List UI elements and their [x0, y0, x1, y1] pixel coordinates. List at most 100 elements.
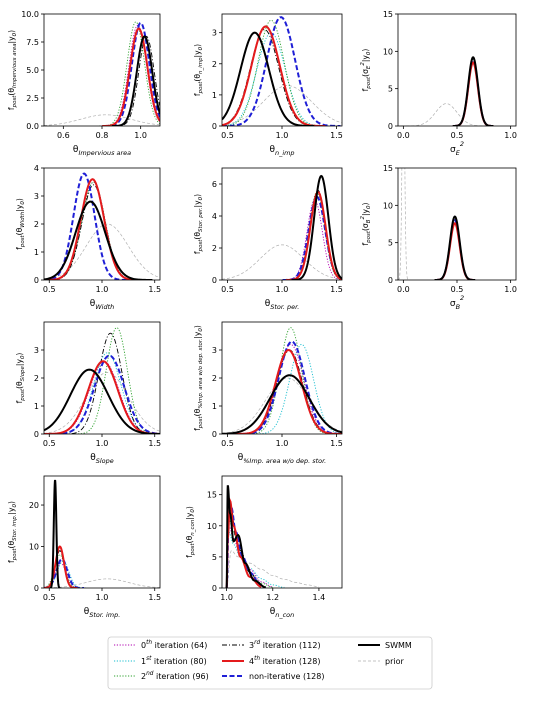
y-tick-label: 2	[212, 374, 217, 383]
series-line-swmm	[44, 368, 160, 434]
y-tick-label: 15	[207, 491, 217, 500]
series-line-it4	[434, 222, 476, 280]
series-line-it4	[44, 545, 78, 588]
y-axis-label: fpost(θn_imp|y0)	[193, 44, 204, 96]
legend-entry-prior: prior	[385, 657, 404, 666]
series-line-it4	[225, 497, 262, 588]
y-tick-label: 5	[388, 239, 393, 248]
y-axis-label: fpost(θWidth|y0)	[15, 198, 26, 250]
series-line-prior	[44, 223, 160, 280]
panel-pct-imp: 0.5 1.0 1.5 0 1 2 3 θ%Imp. area w/o dep. stor. f…	[193, 321, 343, 465]
x-tick-label: 0.5	[43, 439, 56, 448]
x-axis-label: θImpervious area	[73, 145, 131, 157]
series-line-noniter	[47, 354, 160, 434]
series-line-it3	[61, 332, 160, 434]
y-axis-label: fpost(θStor. imp.|y0)	[7, 501, 18, 563]
x-axis-label: σB2	[450, 294, 464, 311]
x-tick-label: 0.6	[57, 131, 70, 140]
y-tick-label: 2	[34, 220, 39, 229]
series-line-swmm	[452, 56, 494, 126]
series-line-prior	[226, 550, 319, 588]
legend-entry-it3: 3rd iteration (112)	[249, 640, 321, 650]
y-tick-label: 0	[388, 276, 393, 285]
y-axis-label: fpost(θStor. per.|y0)	[193, 194, 204, 254]
panel-stor-per: 0.5 1.0 1.5 0 2 4 6 θStor. per. fpost(θStor. per…	[193, 167, 343, 311]
x-axis-label: σE2	[450, 140, 464, 157]
series-line-it0	[434, 219, 476, 280]
y-tick-label: 20	[29, 501, 39, 510]
y-tick-label: 10	[383, 201, 393, 210]
series-line-swmm	[291, 174, 342, 280]
y-axis-label: fpost(σB2|y0)	[360, 202, 372, 245]
panel-n-imp: 0.5 1.0 1.5 0 1 2 3 θn_imp fpost(θn_imp|y0)	[193, 13, 343, 157]
y-axis-label: fpost(θn_con|y0)	[185, 506, 196, 558]
x-axis-label: θ%Imp. area w/o dep. stor.	[238, 453, 327, 465]
series-line-it2	[452, 58, 494, 126]
y-tick-label: 2	[212, 244, 217, 253]
series-line-it2	[99, 21, 160, 126]
series-line-prior	[401, 103, 492, 126]
series-line-noniter	[452, 59, 494, 126]
x-tick-label: 1.0	[96, 593, 109, 602]
panel-stor-imp: 0.5 1.0 1.5 0 10 20 θStor. imp. fpost(θStor. im…	[7, 475, 161, 619]
series-line-it1	[226, 531, 285, 588]
series-line-it3	[44, 184, 143, 280]
series-line-it1	[251, 343, 342, 434]
x-tick-label: 1.0	[504, 131, 517, 140]
series-line-it4	[44, 178, 142, 280]
series-line-it4	[222, 25, 326, 126]
series-line-it0	[44, 181, 143, 280]
x-tick-label: 1.0	[276, 131, 289, 140]
series-line-it2	[244, 327, 337, 434]
panel-impervious-area: 0.6 0.8 1.0 0.0 2.5 5.0 7.5 10.0 θImpervious are…	[7, 10, 161, 157]
y-tick-label: 3	[34, 346, 39, 355]
series-line-noniter	[44, 172, 129, 280]
series-line-prior	[44, 578, 160, 588]
y-tick-label: 2	[212, 60, 217, 69]
y-tick-label: 15	[383, 164, 393, 173]
series-line-it3	[434, 218, 476, 280]
y-tick-label: 3	[34, 192, 39, 201]
x-tick-label: 1.5	[330, 131, 343, 140]
legend-box	[107, 636, 433, 690]
series-line-prior	[222, 377, 342, 434]
series-line-it0	[44, 360, 160, 434]
y-tick-label: 10	[207, 522, 217, 531]
legend-entry-it0: 0th iteration (64)	[141, 640, 207, 650]
y-tick-label: 5.0	[26, 66, 39, 75]
x-tick-label: 0.5	[221, 439, 234, 448]
x-tick-label: 1.0	[96, 439, 109, 448]
series-line-swmm	[222, 374, 342, 434]
x-axis-label: θStor. imp.	[84, 607, 121, 619]
x-tick-label: 1.0	[220, 593, 233, 602]
x-tick-label: 1.2	[266, 593, 279, 602]
series-line-it2	[284, 191, 342, 280]
axes-frame	[43, 13, 161, 127]
x-axis-label: θSlope	[90, 453, 113, 465]
y-tick-label: 0	[388, 122, 393, 131]
series-line-swmm	[434, 215, 476, 280]
x-tick-label: 0.5	[451, 131, 464, 140]
x-tick-label: 1.0	[504, 285, 517, 294]
y-tick-label: 0	[34, 430, 39, 439]
y-tick-label: 4	[34, 164, 39, 173]
series-line-it1	[452, 58, 494, 126]
series-line-it1	[434, 219, 476, 280]
y-tick-label: 0	[212, 122, 217, 131]
series-line-swmm	[49, 479, 61, 588]
x-axis-label: θn_imp	[269, 145, 294, 157]
x-tick-label: 0.0	[397, 131, 410, 140]
series-line-it0	[226, 524, 273, 588]
x-tick-label: 0.5	[221, 285, 234, 294]
x-tick-label: 1.5	[330, 439, 343, 448]
x-tick-label: 0.5	[43, 285, 56, 294]
axes-frame	[221, 475, 343, 589]
series-line-noniter	[104, 21, 160, 126]
x-tick-label: 1.5	[148, 593, 161, 602]
series-line-prior	[44, 114, 160, 126]
y-tick-label: 6	[212, 180, 217, 189]
y-tick-label: 0	[212, 584, 217, 593]
panel-sigma-e: 0.0 0.5 1.0 0 5 10 15 σE2 fpost(σE2|y0)	[360, 10, 517, 157]
series-line-it3	[452, 58, 494, 126]
